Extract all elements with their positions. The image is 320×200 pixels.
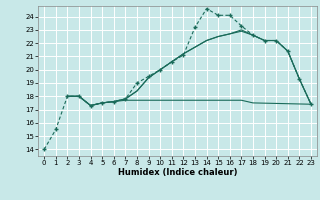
X-axis label: Humidex (Indice chaleur): Humidex (Indice chaleur) — [118, 168, 237, 177]
